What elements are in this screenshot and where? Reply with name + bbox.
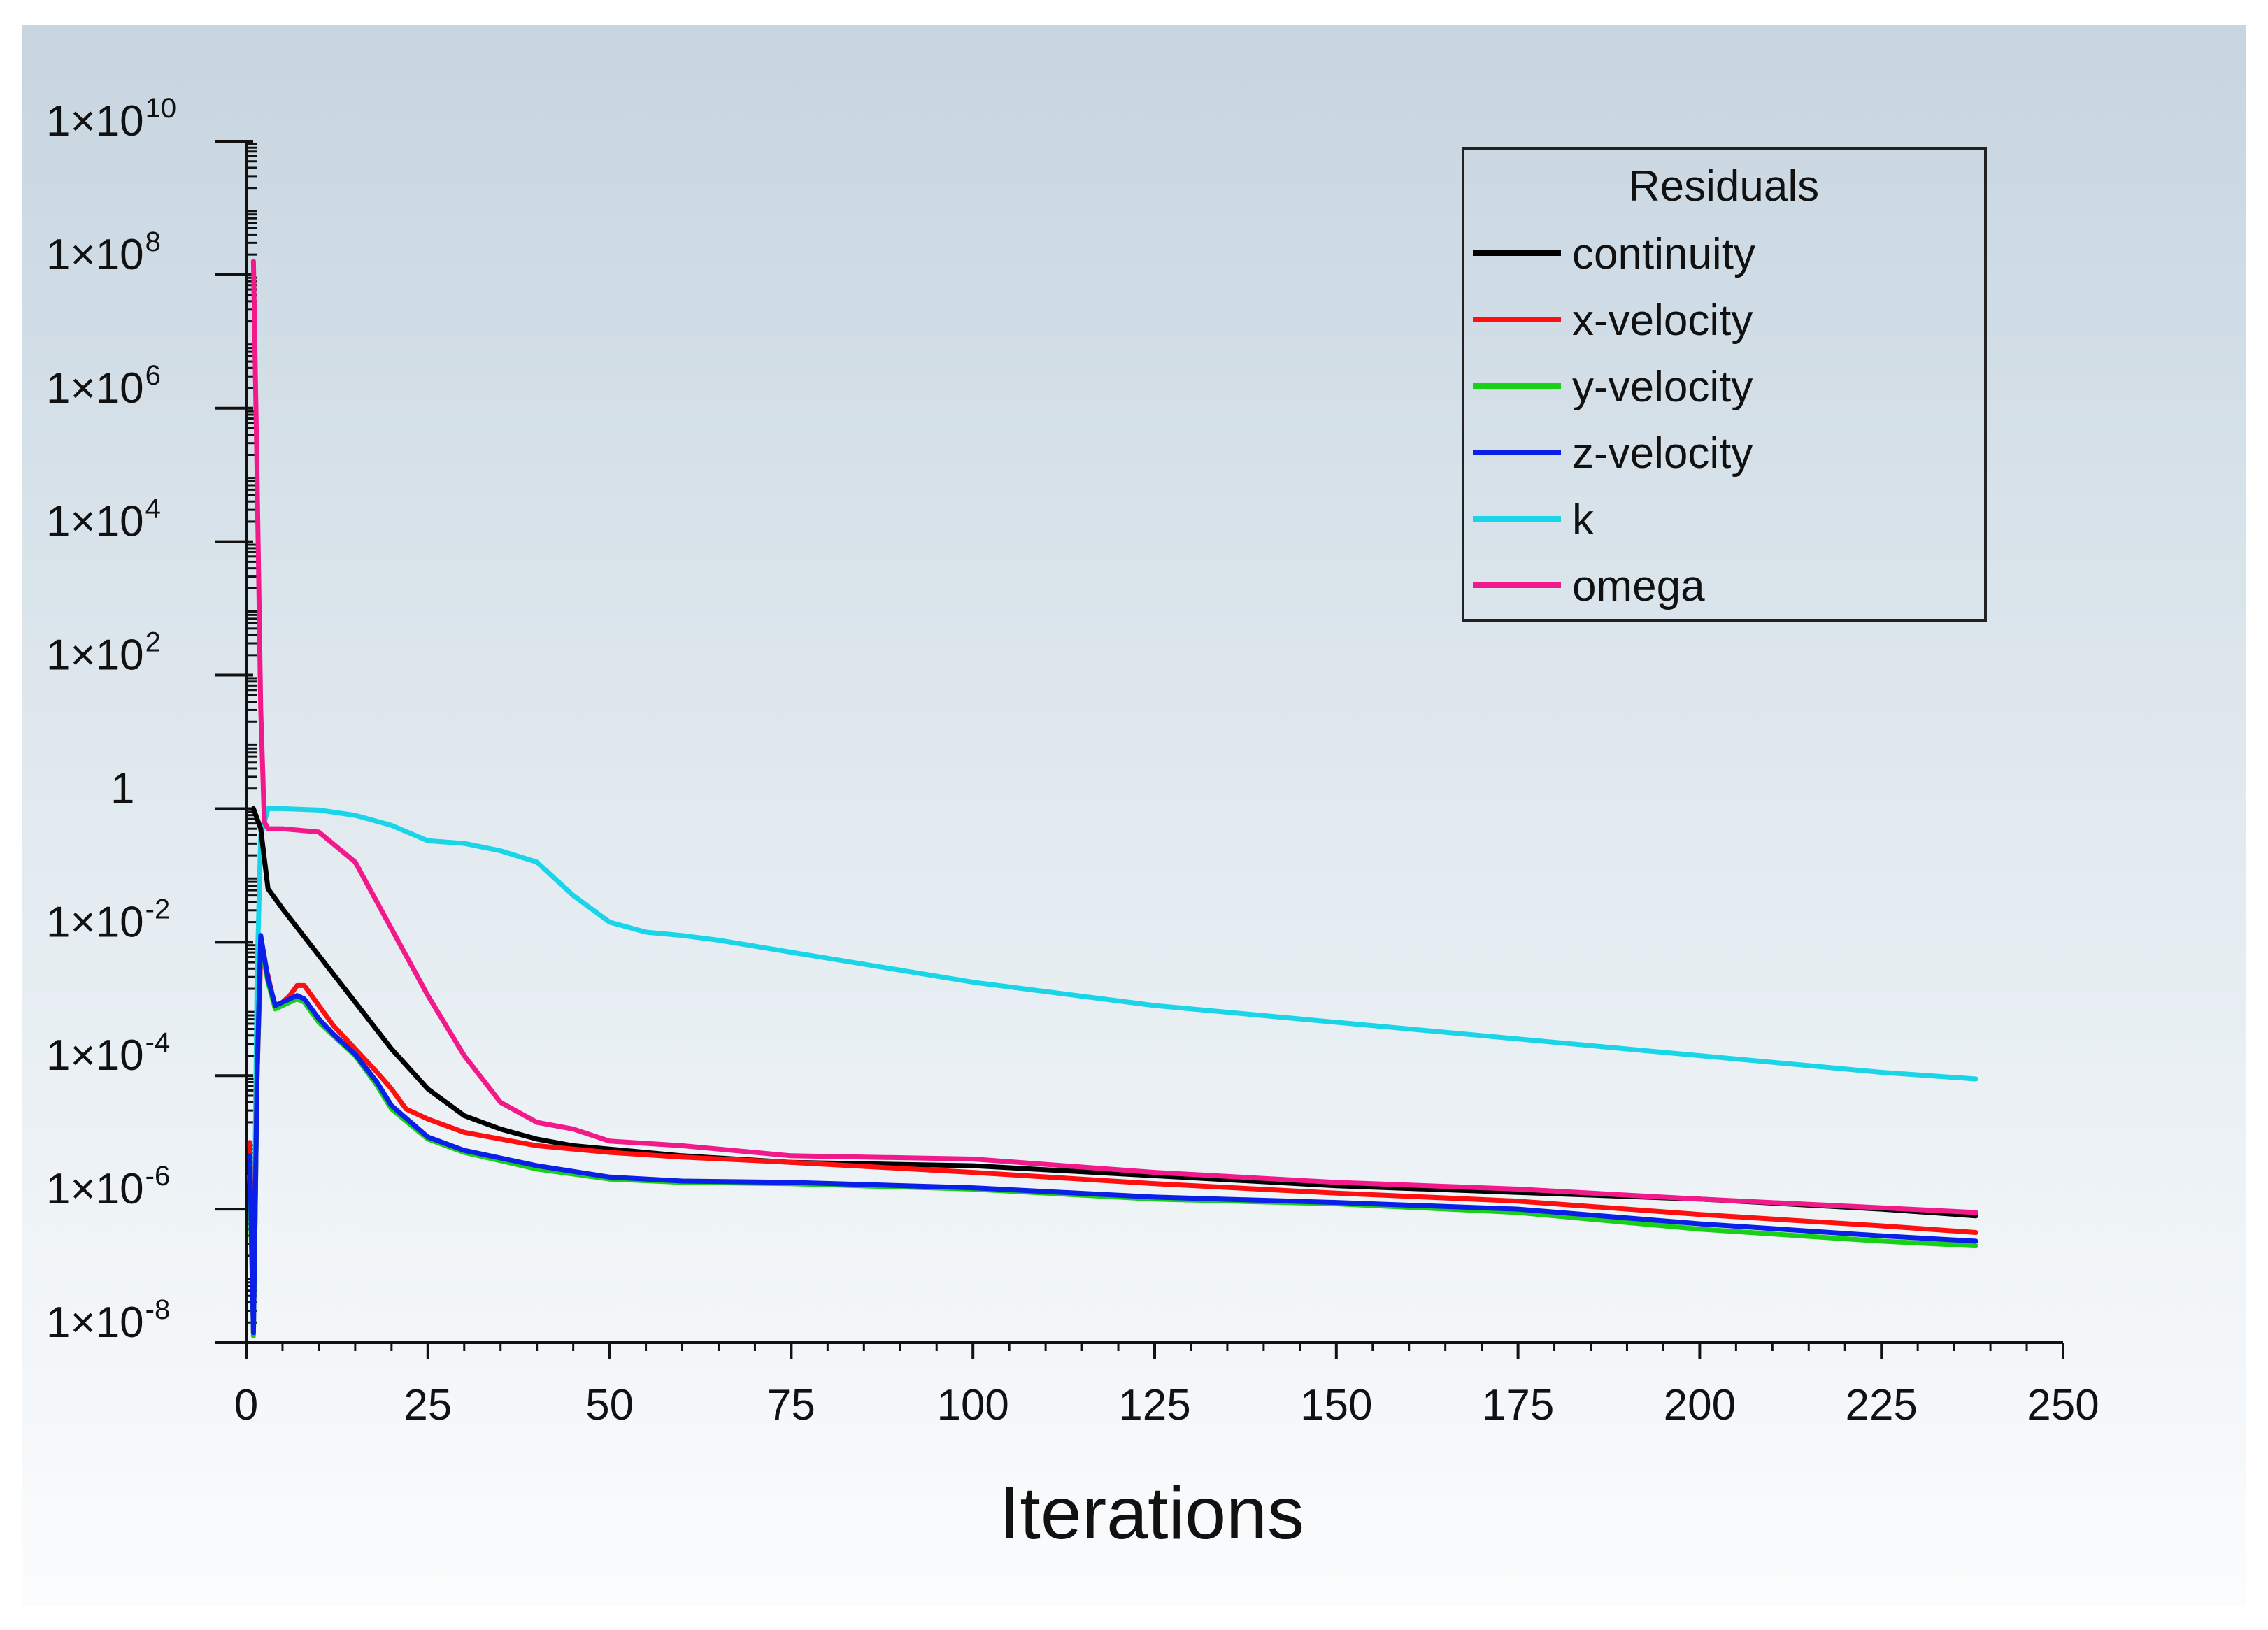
series-line-continuity [250,806,1978,1219]
y-tick-label: 1×104 [46,494,161,546]
axes: 1×1010 1×108 1×106 1×104 1×102 1 1×10-2 1×10-4 1… [46,93,2099,1429]
x-tick-label: 75 [767,1381,815,1429]
y-tick-label: 1×108 [46,227,161,279]
y-tick-label: 1×1010 [46,93,176,145]
y-tick-label: 1×102 [46,627,161,680]
x-tick-label: 200 [1664,1381,1736,1429]
y-tick-label: 1×10-8 [46,1294,170,1347]
y-tick-label: 1×106 [46,360,161,413]
y-tick-label: 1×10-2 [46,894,170,946]
series-lines [247,259,1978,1338]
x-tick-label: 50 [585,1381,634,1429]
legend-label-y-velocity: y-velocity [1572,363,1753,411]
y-tick-label: 1×10-6 [46,1161,170,1213]
x-tick-label: 25 [404,1381,452,1429]
y-tick-label: 1 [110,764,134,813]
x-tick-label: 125 [1118,1381,1190,1429]
series-line-z-velocity [247,933,1978,1336]
x-tick-label: 250 [2027,1381,2099,1429]
x-tick-label: 100 [936,1381,1008,1429]
legend-box [1462,147,1987,622]
series-line-k [247,806,1978,1312]
legend-label-k: k [1572,496,1595,544]
legend-label-x-velocity: x-velocity [1572,296,1753,345]
x-tick-label: 175 [1482,1381,1554,1429]
series-line-omega [250,259,1978,1215]
x-tick-label: 225 [1845,1381,1917,1429]
legend-title: Residuals [1629,162,1819,210]
x-axis-title: Iterations [999,1472,1304,1554]
y-tick-label: 1×10-4 [46,1027,170,1080]
x-tick-label: 150 [1300,1381,1372,1429]
legend-label-continuity: continuity [1572,230,1755,278]
legend-label-z-velocity: z-velocity [1572,429,1753,478]
x-tick-label: 0 [234,1381,258,1429]
legend-label-omega: omega [1572,562,1705,610]
legend: Residuals continuity x-velocity y-velocity… [1462,147,1987,622]
